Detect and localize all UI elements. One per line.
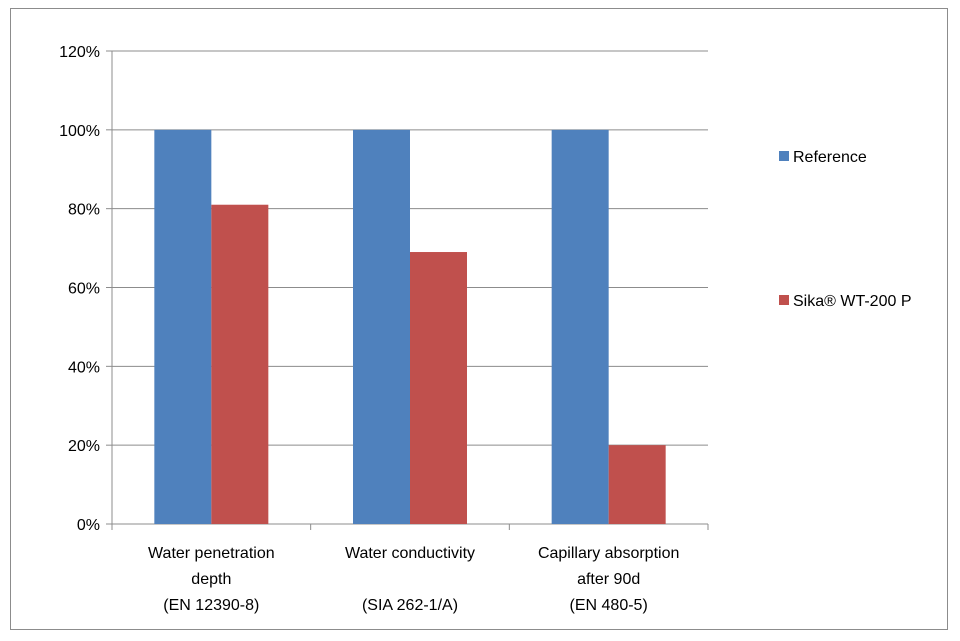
- bar-sika-wt-200-p: [211, 204, 269, 524]
- bar-sika-wt-200-p: [608, 445, 666, 524]
- legend-label: Sika® WT-200 P: [793, 293, 912, 310]
- x-category-label: (EN 12390-8): [163, 597, 259, 614]
- legend-label: Reference: [793, 149, 867, 166]
- x-category-label: after 90d: [577, 571, 640, 588]
- y-tick-label: 40%: [68, 359, 100, 376]
- bar-reference: [551, 129, 609, 524]
- x-category-label: Water penetration: [148, 545, 275, 562]
- x-category-label: Capillary absorption: [538, 545, 679, 562]
- y-tick-label: 60%: [68, 281, 100, 298]
- legend-swatch: [779, 295, 789, 305]
- x-category-label: (SIA 262-1/A): [362, 597, 458, 614]
- y-tick-label: 80%: [68, 202, 100, 219]
- bar-reference: [353, 129, 410, 524]
- y-tick-label: 120%: [59, 44, 100, 61]
- bar-chart: 0% 20% 40% 60% 80% 100% 120% Water penetration d…: [59, 44, 912, 614]
- x-category-label: Water conductivity: [345, 545, 475, 562]
- legend-swatch: [779, 151, 789, 161]
- x-category-label: (EN 480-5): [570, 597, 648, 614]
- bar-reference: [154, 129, 212, 524]
- bar-sika-wt-200-p: [410, 252, 467, 524]
- y-tick-label: 20%: [68, 438, 100, 455]
- x-category-label: depth: [191, 571, 231, 588]
- chart-frame: 0% 20% 40% 60% 80% 100% 120% Water penetration d…: [10, 8, 948, 630]
- y-tick-label: 100%: [59, 123, 100, 140]
- y-tick-label: 0%: [77, 517, 100, 534]
